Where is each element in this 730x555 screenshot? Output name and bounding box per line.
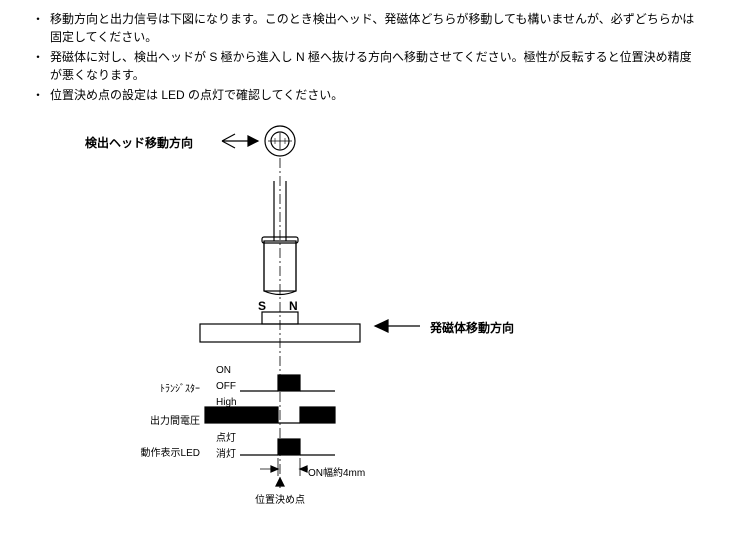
bullet-list: 移動方向と出力信号は下図になります。このとき検出ヘッド、発磁体どちらが移動しても… bbox=[0, 0, 730, 104]
bullet-item: 位置決め点の設定は LED の点灯で確認してください。 bbox=[50, 86, 700, 104]
bullet-item: 移動方向と出力信号は下図になります。このとき検出ヘッド、発磁体どちらが移動しても… bbox=[50, 10, 700, 46]
bullet-item: 発磁体に対し、検出ヘッドが S 極から進入し N 極へ抜ける方向へ移動させてくだ… bbox=[50, 48, 700, 84]
diagram-area: 検出ヘッド移動方向 発磁体移動方向 S N ﾄﾗﾝｼﾞｽﾀｰ 出力間電圧 動作表… bbox=[0, 106, 730, 546]
diagram-svg bbox=[0, 106, 730, 526]
